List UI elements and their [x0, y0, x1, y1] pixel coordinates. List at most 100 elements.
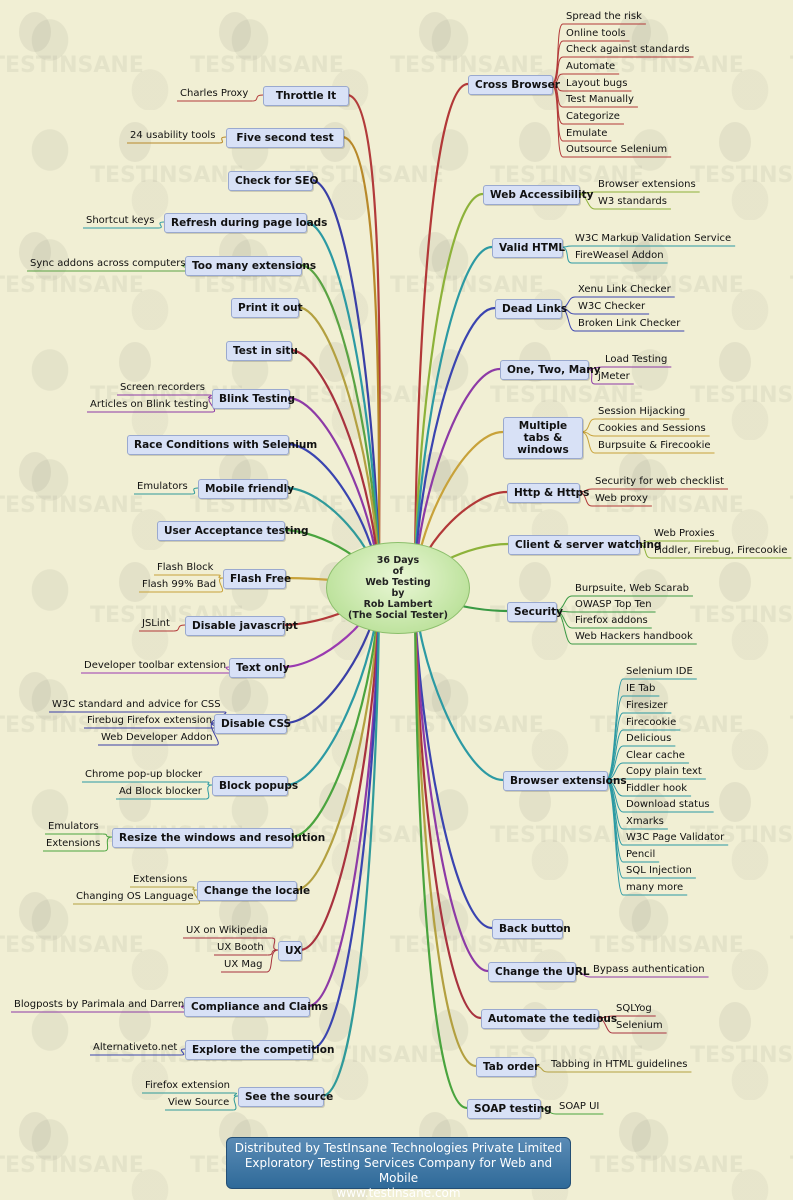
topic-web-accessibility[interactable]: Web Accessibility — [483, 185, 593, 205]
leaf-browser-extensions-6[interactable]: Copy plain text — [626, 766, 702, 777]
leaf-ux-2[interactable]: UX Mag — [224, 959, 263, 970]
leaf-blink-testing-0[interactable]: Screen recorders — [120, 382, 205, 393]
leaf-browser-extensions-4[interactable]: Delicious — [626, 733, 672, 744]
leaf-browser-extensions-1[interactable]: IE Tab — [626, 683, 656, 694]
leaf-security-1[interactable]: OWASP Top Ten — [575, 599, 652, 610]
topic-dead-links[interactable]: Dead Links — [495, 299, 567, 319]
leaf-block-popups-1[interactable]: Ad Block blocker — [119, 786, 202, 797]
topic-tab-order[interactable]: Tab order — [476, 1057, 539, 1077]
leaf-blink-testing-1[interactable]: Articles on Blink testing — [90, 399, 209, 410]
leaf-soap-testing-0[interactable]: SOAP UI — [559, 1101, 600, 1112]
topic-back-button[interactable]: Back button — [492, 919, 571, 939]
topic-mobile-friendly[interactable]: Mobile friendly — [198, 479, 294, 499]
leaf-browser-extensions-7[interactable]: Fiddler hook — [626, 783, 688, 794]
topic-multiple-tabs[interactable]: Multiple tabs & windows — [503, 417, 583, 459]
leaf-compliance-and-claims-0[interactable]: Blogposts by Parimala and Darren — [14, 999, 185, 1010]
leaf-ux-1[interactable]: UX Booth — [217, 942, 264, 953]
leaf-browser-extensions-8[interactable]: Download status — [626, 799, 710, 810]
leaf-automate-the-tedious-1[interactable]: Selenium — [616, 1020, 663, 1031]
leaf-browser-extensions-11[interactable]: Pencil — [626, 849, 656, 860]
leaf-dead-links-0[interactable]: Xenu Link Checker — [578, 284, 671, 295]
leaf-cross-browser-8[interactable]: Outsource Selenium — [566, 144, 668, 155]
topic-race-conditions[interactable]: Race Conditions with Selenium — [127, 435, 317, 455]
topic-print-it-out[interactable]: Print it out — [231, 298, 303, 318]
leaf-automate-the-tedious-0[interactable]: SQLYog — [616, 1003, 652, 1014]
leaf-browser-extensions-2[interactable]: Firesizer — [626, 700, 668, 711]
leaf-see-the-source-0[interactable]: Firefox extension — [145, 1080, 231, 1091]
leaf-one-two-many-0[interactable]: Load Testing — [605, 354, 668, 365]
leaf-valid-html-0[interactable]: W3C Markup Validation Service — [575, 233, 732, 244]
leaf-browser-extensions-3[interactable]: Firecookie — [626, 717, 677, 728]
topic-browser-extensions[interactable]: Browser extensions — [503, 771, 627, 791]
leaf-change-the-locale-1[interactable]: Changing OS Language — [76, 891, 194, 902]
leaf-disable-css-0[interactable]: W3C standard and advice for CSS — [52, 699, 221, 710]
leaf-throttle-it-0[interactable]: Charles Proxy — [180, 88, 249, 99]
topic-http-https[interactable]: Http & Https — [507, 483, 589, 503]
leaf-valid-html-1[interactable]: FireWeasel Addon — [575, 250, 664, 261]
leaf-cross-browser-4[interactable]: Layout bugs — [566, 78, 628, 89]
leaf-cross-browser-2[interactable]: Check against standards — [566, 44, 690, 55]
topic-check-for-seo[interactable]: Check for SEO — [228, 171, 318, 191]
topic-flash-free[interactable]: Flash Free — [223, 569, 291, 589]
topic-disable-javascript[interactable]: Disable javascript — [185, 616, 298, 636]
leaf-explore-the-competition-0[interactable]: Alternativeto.net — [93, 1042, 178, 1053]
leaf-disable-javascript-0[interactable]: JSLint — [142, 618, 170, 629]
leaf-multiple-tabs-2[interactable]: Burpsuite & Firecookie — [598, 440, 711, 451]
topic-explore-the-competition[interactable]: Explore the competition — [185, 1040, 334, 1060]
leaf-text-only-0[interactable]: Developer toolbar extension — [84, 660, 227, 671]
leaf-see-the-source-1[interactable]: View Source — [168, 1097, 230, 1108]
leaf-flash-free-0[interactable]: Flash Block — [157, 562, 214, 573]
topic-one-two-many[interactable]: One, Two, Many — [500, 360, 601, 380]
leaf-browser-extensions-13[interactable]: many more — [626, 882, 684, 893]
leaf-five-second-test-0[interactable]: 24 usability tools — [130, 130, 216, 141]
topic-valid-html[interactable]: Valid HTML — [492, 238, 565, 258]
topic-blink-testing[interactable]: Blink Testing — [212, 389, 295, 409]
leaf-security-0[interactable]: Burpsuite, Web Scarab — [575, 583, 689, 594]
topic-user-acceptance-testing[interactable]: User Acceptance testing — [157, 521, 309, 541]
topic-five-second-test[interactable]: Five second test — [226, 128, 344, 148]
topic-test-in-situ[interactable]: Test in situ — [226, 341, 298, 361]
leaf-dead-links-1[interactable]: W3C Checker — [578, 301, 646, 312]
leaf-dead-links-2[interactable]: Broken Link Checker — [578, 318, 681, 329]
central-topic[interactable]: 36 Days of Web Testing by Rob Lambert (T… — [326, 542, 470, 634]
leaf-multiple-tabs-0[interactable]: Session Hijacking — [598, 406, 686, 417]
leaf-security-3[interactable]: Web Hackers handbook — [575, 631, 693, 642]
leaf-cross-browser-1[interactable]: Online tools — [566, 28, 626, 39]
leaf-refresh-during-page-loads-0[interactable]: Shortcut keys — [86, 215, 155, 226]
leaf-change-the-url-0[interactable]: Bypass authentication — [593, 964, 705, 975]
leaf-disable-css-1[interactable]: Firebug Firefox extension — [87, 715, 213, 726]
leaf-http-https-0[interactable]: Security for web checklist — [595, 476, 724, 487]
footer-line-3[interactable]: www.testinsane.com — [336, 1186, 461, 1200]
leaf-client-server-watching-1[interactable]: Fiddler, Firebug, Firecookie — [654, 545, 788, 556]
leaf-web-accessibility-1[interactable]: W3 standards — [598, 196, 667, 207]
leaf-client-server-watching-0[interactable]: Web Proxies — [654, 528, 715, 539]
topic-resize-windows[interactable]: Resize the windows and resolution — [112, 828, 325, 848]
leaf-security-2[interactable]: Firefox addons — [575, 615, 648, 626]
leaf-too-many-extensions-0[interactable]: Sync addons across computers — [30, 258, 186, 269]
leaf-browser-extensions-12[interactable]: SQL Injection — [626, 865, 692, 876]
topic-too-many-extensions[interactable]: Too many extensions — [185, 256, 316, 276]
topic-client-server-watching[interactable]: Client & server watching — [508, 535, 661, 555]
topic-text-only[interactable]: Text only — [229, 658, 289, 678]
leaf-cross-browser-0[interactable]: Spread the risk — [566, 11, 642, 22]
leaf-ux-0[interactable]: UX on Wikipedia — [186, 925, 268, 936]
leaf-flash-free-1[interactable]: Flash 99% Bad — [142, 579, 217, 590]
topic-compliance-and-claims[interactable]: Compliance and Claims — [184, 997, 328, 1017]
leaf-browser-extensions-9[interactable]: Xmarks — [626, 816, 664, 827]
leaf-block-popups-0[interactable]: Chrome pop-up blocker — [85, 769, 203, 780]
topic-ux[interactable]: UX — [278, 941, 302, 961]
leaf-multiple-tabs-1[interactable]: Cookies and Sessions — [598, 423, 706, 434]
leaf-web-accessibility-0[interactable]: Browser extensions — [598, 179, 696, 190]
leaf-cross-browser-7[interactable]: Emulate — [566, 128, 608, 139]
leaf-tab-order-0[interactable]: Tabbing in HTML guidelines — [551, 1059, 688, 1070]
leaf-browser-extensions-0[interactable]: Selenium IDE — [626, 666, 693, 677]
leaf-http-https-1[interactable]: Web proxy — [595, 493, 648, 504]
topic-disable-css[interactable]: Disable CSS — [214, 714, 291, 734]
topic-soap-testing[interactable]: SOAP testing — [467, 1099, 552, 1119]
topic-throttle-it[interactable]: Throttle It — [263, 86, 349, 106]
leaf-resize-windows-1[interactable]: Extensions — [46, 838, 101, 849]
topic-security[interactable]: Security — [507, 602, 563, 622]
topic-change-the-url[interactable]: Change the URL — [488, 962, 590, 982]
leaf-browser-extensions-5[interactable]: Clear cache — [626, 750, 685, 761]
topic-see-the-source[interactable]: See the source — [238, 1087, 333, 1107]
